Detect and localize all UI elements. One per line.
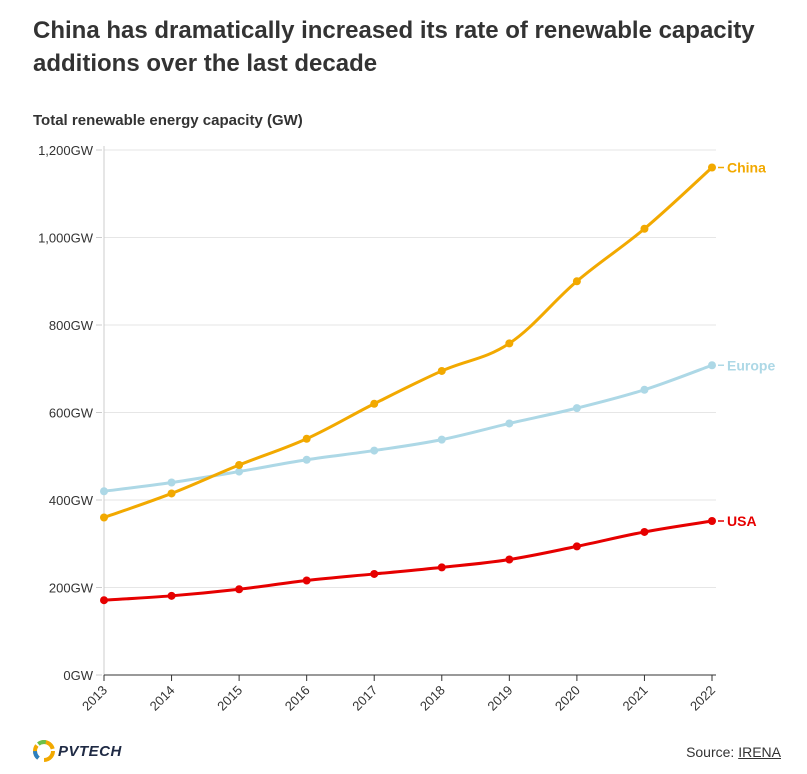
data-point-china [505,339,514,348]
data-point-usa [640,527,649,536]
x-tick-label: 2021 [620,683,651,714]
y-tick-label: 1,000GW [38,231,94,246]
x-tick-label: 2022 [687,683,718,714]
data-point-europe [235,467,244,476]
y-tick-label: 200GW [49,581,94,596]
gridlines [104,149,716,588]
source-prefix: Source: [686,744,735,760]
x-tick-label: 2019 [484,683,515,714]
data-point-europe [100,487,108,496]
data-point-china [302,434,311,443]
data-point-china [235,461,244,469]
series-line-china [102,166,714,519]
x-tick-label: 2018 [417,683,448,714]
axes: 0GW 200GW 400GW 600GW 800GW 1,000GW 1,200GW 201… [38,143,718,714]
source-note: Source: IRENA [686,744,781,760]
data-point-china [640,224,649,233]
data-point-europe [572,404,581,413]
data-point-usa [708,517,716,525]
y-tick-label: 800GW [49,318,94,333]
y-tick-label: 400GW [49,493,94,508]
data-point-usa [100,596,108,605]
x-tick-label: 2016 [282,683,313,714]
x-tick-label: 2020 [552,683,583,714]
y-tick-label: 0GW [63,668,93,683]
data-point-china [167,489,176,498]
data-point-europe [640,385,649,394]
data-point-china [370,399,379,408]
data-point-china [437,366,446,375]
pvtech-logo-text: PVTECH [58,742,122,760]
pvtech-logo-icon [33,740,55,762]
data-point-usa [572,542,581,551]
series-lines [100,163,716,605]
chart-title: China has dramatically increased its rat… [33,17,755,77]
series-label-usa: USA [727,513,757,529]
data-point-china [708,163,716,172]
data-point-europe [302,455,311,464]
y-axis-title: Total renewable energy capacity (GW) [33,112,303,129]
data-point-china [572,277,581,286]
x-tick-label: 2017 [349,683,380,714]
source-link[interactable]: IRENA [738,744,781,760]
data-point-usa [302,576,311,585]
x-tick-label: 2014 [147,683,178,714]
x-tick-label: 2013 [79,683,110,714]
series-label-europe: Europe [727,357,775,373]
pvtech-logo[interactable]: PVTECH [33,740,122,762]
y-tick-label: 1,200GW [38,143,94,158]
x-tick-label: 2015 [214,683,245,714]
data-point-usa [370,569,379,578]
data-point-usa [505,555,514,564]
data-point-europe [437,435,446,444]
data-point-china [100,513,108,522]
data-point-europe [370,446,379,455]
series-label-china: China [727,160,766,176]
data-point-europe [505,419,514,428]
series-line-europe [102,363,714,493]
data-point-usa [167,591,176,600]
data-point-usa [437,563,446,572]
y-tick-label: 600GW [49,406,94,421]
series-line-usa [102,519,714,602]
series-labels: Europe China USA [718,160,775,529]
data-point-europe [167,478,176,487]
data-point-usa [235,585,244,594]
data-point-europe [708,361,716,370]
